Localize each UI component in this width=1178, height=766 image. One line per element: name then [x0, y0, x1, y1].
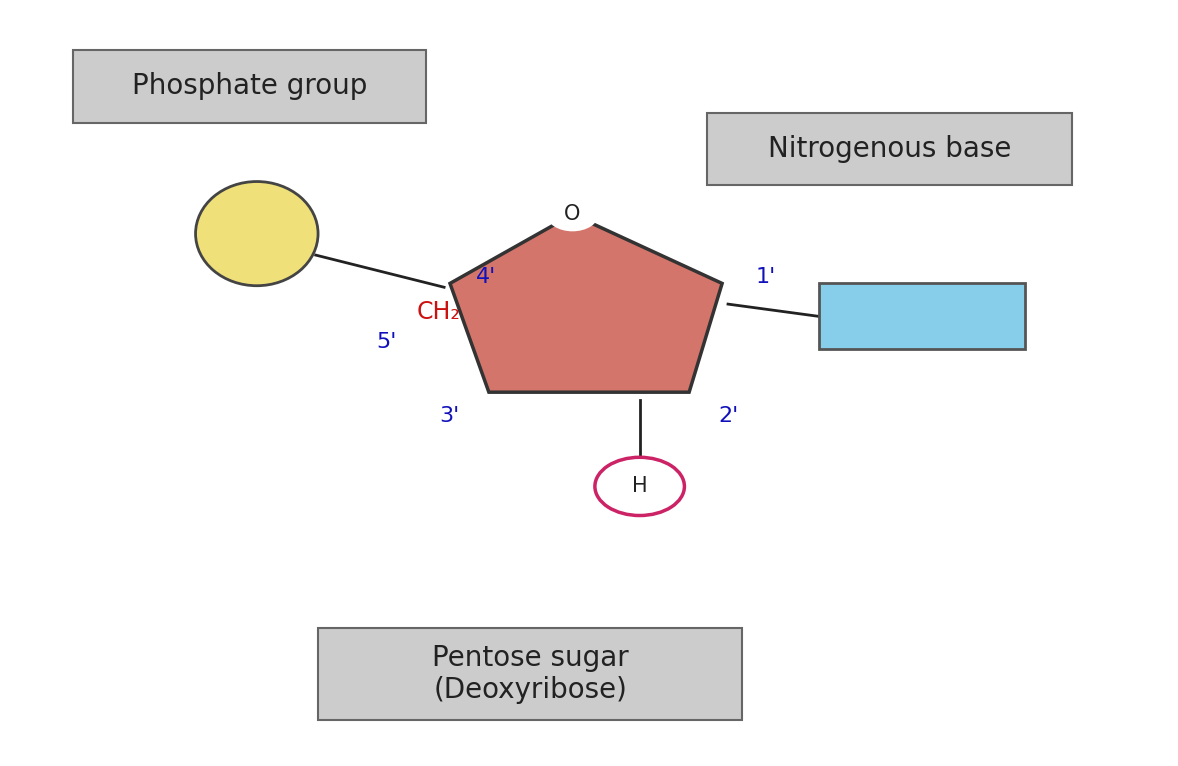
Circle shape — [547, 198, 598, 231]
Polygon shape — [450, 214, 722, 392]
FancyBboxPatch shape — [707, 113, 1072, 185]
Text: CH₂: CH₂ — [417, 300, 461, 324]
Text: O: O — [564, 205, 581, 224]
Text: 2': 2' — [719, 406, 739, 426]
Text: H: H — [631, 476, 648, 496]
FancyBboxPatch shape — [73, 50, 426, 123]
FancyBboxPatch shape — [318, 628, 742, 720]
Ellipse shape — [196, 182, 318, 286]
Text: Pentose sugar
(Deoxyribose): Pentose sugar (Deoxyribose) — [431, 644, 629, 704]
Text: 3': 3' — [439, 406, 459, 426]
Text: 5': 5' — [377, 332, 397, 352]
Text: Nitrogenous base: Nitrogenous base — [768, 135, 1011, 163]
Text: 4': 4' — [476, 267, 496, 287]
Text: 1': 1' — [755, 267, 775, 287]
Ellipse shape — [595, 457, 684, 516]
FancyBboxPatch shape — [819, 283, 1025, 349]
Text: Phosphate group: Phosphate group — [132, 72, 368, 100]
